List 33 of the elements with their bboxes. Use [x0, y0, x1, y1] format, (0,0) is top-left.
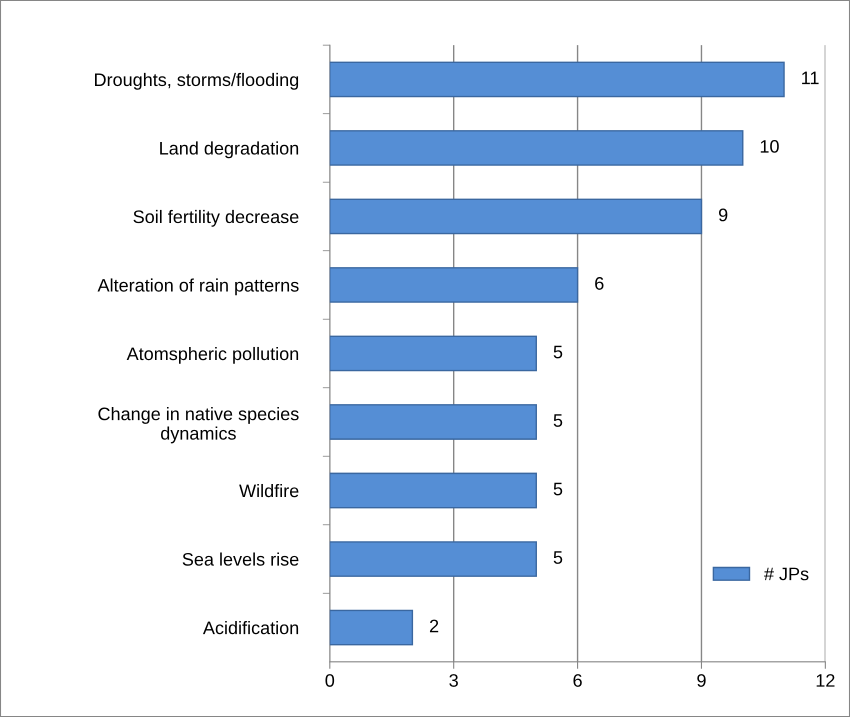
y-tick-label: Atomspheric pollution: [126, 346, 298, 364]
data-label: 11: [802, 72, 819, 84]
data-label: 10: [760, 140, 779, 153]
data-label: 5: [554, 346, 562, 358]
y-tick-label: Land degradation: [160, 141, 298, 158]
bar: [330, 472, 537, 508]
bar: [330, 610, 414, 646]
y-tick-label: Alteration of rain patterns: [98, 278, 299, 296]
y-tick-label: Change in native species dynamics: [98, 407, 299, 444]
data-label: 5: [554, 482, 562, 496]
y-tick-label: Sea levels rise: [182, 552, 298, 566]
x-tick-label: 12: [816, 674, 834, 687]
x-tick-label: 9: [697, 674, 706, 687]
data-label: 9: [718, 208, 728, 222]
data-label: 5: [554, 414, 562, 427]
x-tick-label: 0: [325, 674, 334, 687]
y-tick-label: Wildfire: [239, 484, 298, 498]
bar: [330, 541, 537, 577]
legend-label: # JPs: [764, 568, 808, 580]
bar: [330, 404, 537, 440]
y-tick-label: Acidification: [202, 620, 298, 634]
y-tick-label: Soil fertility decrease: [133, 210, 298, 227]
data-label: 6: [595, 277, 604, 290]
data-label: 2: [430, 620, 438, 632]
y-tick-label: Droughts, storms/flooding: [95, 72, 298, 90]
bar: [330, 130, 744, 166]
bar: [330, 62, 785, 98]
bar: [330, 336, 537, 372]
x-tick-label: 3: [449, 674, 458, 687]
bar: [330, 267, 578, 303]
data-label: 5: [554, 551, 562, 564]
bar: [330, 198, 702, 234]
x-tick-label: 6: [573, 674, 582, 687]
